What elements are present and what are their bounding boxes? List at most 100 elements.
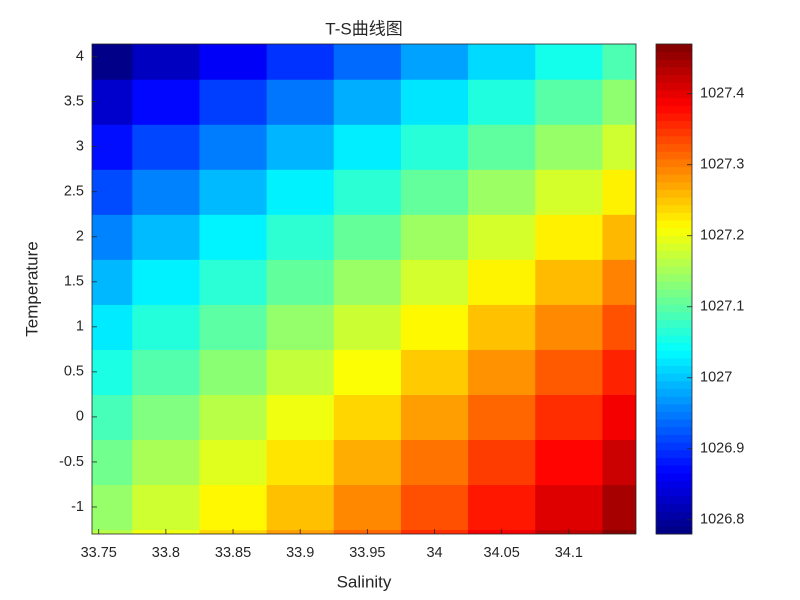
colorbar-band — [656, 197, 692, 206]
heatmap-cell — [468, 214, 536, 260]
colorbar-band — [656, 334, 692, 344]
heatmap-cell — [333, 259, 402, 305]
heatmap-cell — [266, 349, 335, 395]
y-tick-label: 2.5 — [64, 184, 84, 200]
heatmap-cell — [132, 169, 201, 215]
x-tick-label: 33.85 — [215, 545, 251, 561]
heatmap-cell — [333, 169, 402, 215]
heatmap-cell — [333, 79, 402, 125]
heatmap-cell — [535, 124, 604, 170]
heatmap-cell — [266, 169, 335, 215]
heatmap-cell — [199, 259, 268, 305]
heatmap-cell — [400, 259, 469, 305]
y-tick-label: 3 — [76, 139, 84, 155]
colorbar-band — [656, 143, 692, 152]
heatmap-cell — [92, 79, 133, 125]
heatmap-cell — [132, 214, 201, 260]
colorbar-band — [656, 480, 692, 489]
y-tick-label: -0.5 — [59, 454, 84, 470]
heatmap-cell — [468, 124, 536, 170]
heatmap-cell — [132, 394, 201, 441]
heatmap-cell — [468, 349, 536, 395]
heatmap-cell — [535, 304, 604, 350]
heatmap-cell — [132, 349, 201, 395]
heatmap-cell — [535, 79, 604, 125]
heatmap-cell — [400, 44, 469, 80]
colorbar-band — [656, 89, 692, 99]
colorbar-band — [656, 342, 692, 351]
colorbar-band — [656, 120, 692, 129]
heatmap-cell — [468, 169, 536, 215]
heatmap-cell — [468, 79, 536, 125]
heatmap-cell — [602, 259, 636, 305]
heatmap-cell — [199, 349, 268, 395]
heatmap-cell — [92, 439, 133, 486]
colorbar-band — [656, 266, 692, 275]
x-tick-label: 34 — [426, 545, 442, 561]
heatmap-cell — [199, 79, 268, 125]
colorbar-band — [656, 51, 692, 60]
heatmap-cell — [199, 304, 268, 350]
heatmap-cell — [333, 484, 402, 531]
colorbar-band — [656, 281, 692, 290]
colorbar-band — [656, 327, 692, 336]
heatmap-cell — [333, 304, 402, 350]
heatmap-cell — [266, 394, 335, 441]
heatmap-cell — [132, 304, 201, 350]
colorbar-band — [656, 158, 692, 167]
colorbar-band — [656, 204, 692, 213]
heatmap-cell — [333, 214, 402, 260]
colorbar-band — [656, 128, 692, 137]
heatmap-cell — [92, 349, 133, 395]
colorbar-band — [656, 488, 692, 497]
colorbar-band — [656, 304, 692, 313]
heatmap-cell — [199, 124, 268, 170]
axes-frame — [91, 43, 637, 535]
y-tick-label: 0.5 — [64, 364, 84, 380]
colorbar-tick-label: 1027.4 — [700, 86, 744, 102]
axes: 33.75 33.8 33.85 33.9 33.95 34 34.05 34.1-1-0.5… — [59, 43, 637, 561]
colorbar-band — [656, 319, 692, 328]
colorbar-band — [656, 44, 692, 53]
colorbar-band — [656, 189, 692, 198]
colorbar-band — [656, 250, 692, 259]
heatmap-cell — [199, 394, 268, 441]
heatmap-cell — [132, 44, 201, 80]
heatmap-cell — [92, 44, 133, 80]
colorbar-band — [656, 243, 692, 252]
colorbar-band — [656, 434, 692, 443]
heatmap-cell — [602, 79, 636, 125]
heatmap-cell — [266, 439, 335, 486]
heatmap-cell — [602, 349, 636, 395]
colorbar-band — [656, 66, 692, 76]
colorbar-band — [656, 227, 692, 236]
colorbar-band — [656, 105, 692, 114]
colorbar-band — [656, 97, 692, 106]
colorbar: 1026.8 1026.9 1027 1027.1 1027.2 1027.3 1027.4 — [655, 43, 744, 535]
heatmap-cell — [468, 394, 536, 441]
colorbar-band — [656, 273, 692, 282]
y-axis-label: Temperature — [22, 241, 41, 336]
heatmap-cell — [535, 484, 604, 531]
colorbar-band — [656, 380, 692, 390]
colorbar-band — [656, 220, 692, 229]
colorbar-band — [656, 503, 692, 512]
heatmap-cell — [468, 439, 536, 486]
heatmap-cell — [602, 439, 636, 486]
heatmap-cell — [92, 169, 133, 215]
colorbar-band — [656, 151, 692, 160]
heatmap-cell — [333, 439, 402, 486]
y-tick-label: 4 — [76, 48, 84, 64]
heatmap-cell — [602, 484, 636, 531]
heatmap-cell — [400, 79, 469, 125]
colorbar-tick-label: 1027.3 — [700, 157, 744, 173]
heatmap-cell — [602, 214, 636, 260]
heatmap-cell — [199, 169, 268, 215]
colorbar-band — [656, 426, 692, 435]
heatmap-cell — [92, 304, 133, 350]
x-tick-label: 33.8 — [152, 545, 180, 561]
x-tick-label: 33.9 — [286, 545, 314, 561]
heatmap-cell — [468, 259, 536, 305]
heatmap-cell — [132, 439, 201, 486]
